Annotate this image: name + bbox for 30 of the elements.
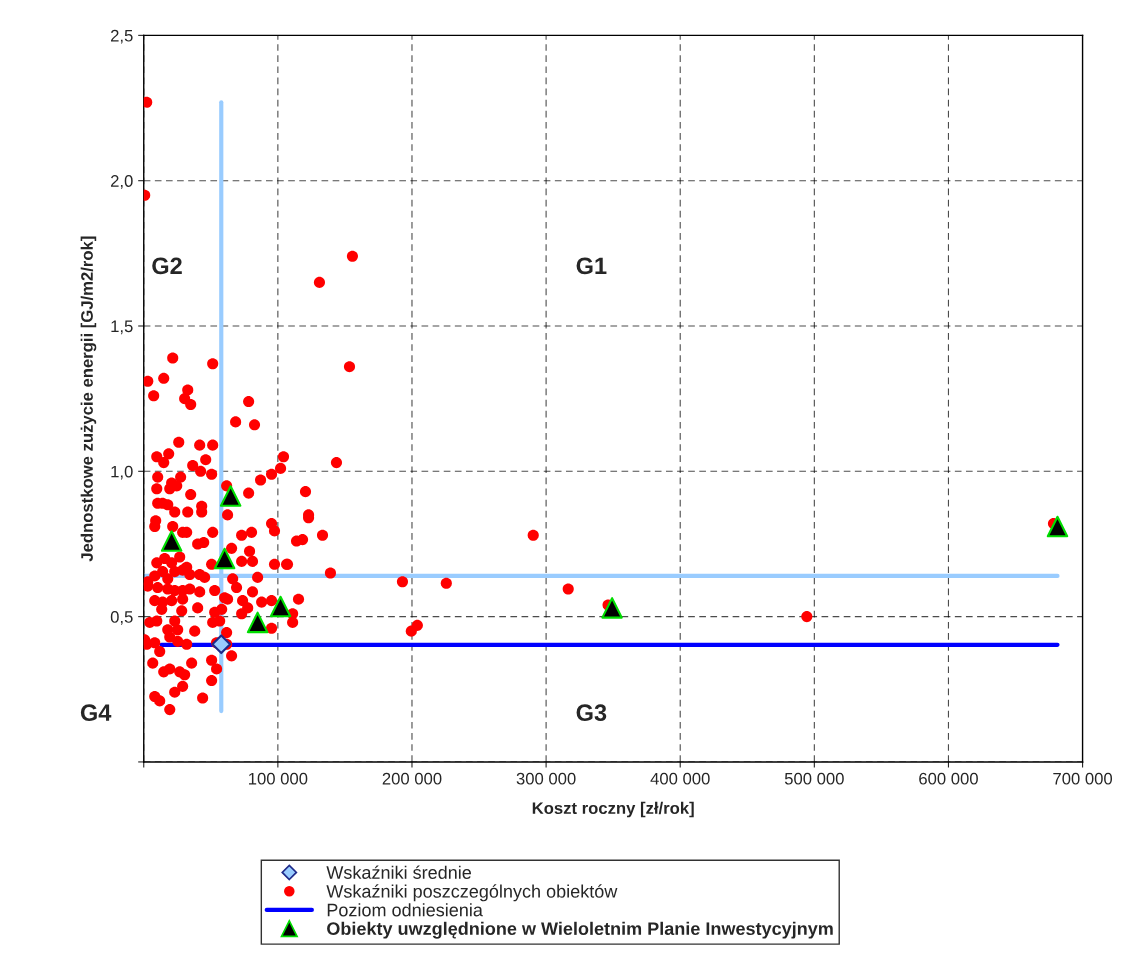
x-tick-label: 300 000 <box>516 772 576 785</box>
point <box>219 485 242 507</box>
legend-label: Poziom odniesienia <box>327 903 483 917</box>
point <box>213 547 236 570</box>
y-tick-label: 1,0 <box>111 465 133 480</box>
x-tick-label: 400 000 <box>650 772 710 785</box>
point <box>269 595 292 618</box>
x-tick-label: 200 000 <box>382 772 442 785</box>
point <box>246 611 269 634</box>
legend-label: Obiekty uwzględnione w Wieloletnim Planie Inwestycyjnym <box>327 921 833 939</box>
y-tick-label: 2,0 <box>111 175 133 189</box>
x-tick-label: 100 000 <box>249 772 308 785</box>
point <box>601 597 623 619</box>
y-axis-title: Jednostkowe zużycie energii [GJ/m2/rok] <box>80 236 97 562</box>
legend-label: Wskaźniki poszczególnych obiektów <box>326 884 618 902</box>
y-tick-label: 1,5 <box>111 320 133 335</box>
point <box>160 530 183 552</box>
point <box>211 634 232 655</box>
legend-label: Wskaźniki średnie <box>326 865 472 879</box>
annotation: G1 <box>576 257 607 275</box>
annotation: G3 <box>576 704 607 722</box>
text: G4 <box>80 704 112 722</box>
annotation: G2 <box>152 257 182 275</box>
x-axis-title: Koszt roczny [zł/rok] <box>532 801 694 818</box>
y-tick-label: 0,5 <box>110 611 133 625</box>
y-tick-label: 2,5 <box>111 29 133 44</box>
x-tick-label: 500 000 <box>784 772 844 785</box>
x-tick-label: 700 000 <box>1053 772 1113 785</box>
point <box>1046 515 1069 538</box>
x-tick-label: 600 000 <box>919 772 978 785</box>
